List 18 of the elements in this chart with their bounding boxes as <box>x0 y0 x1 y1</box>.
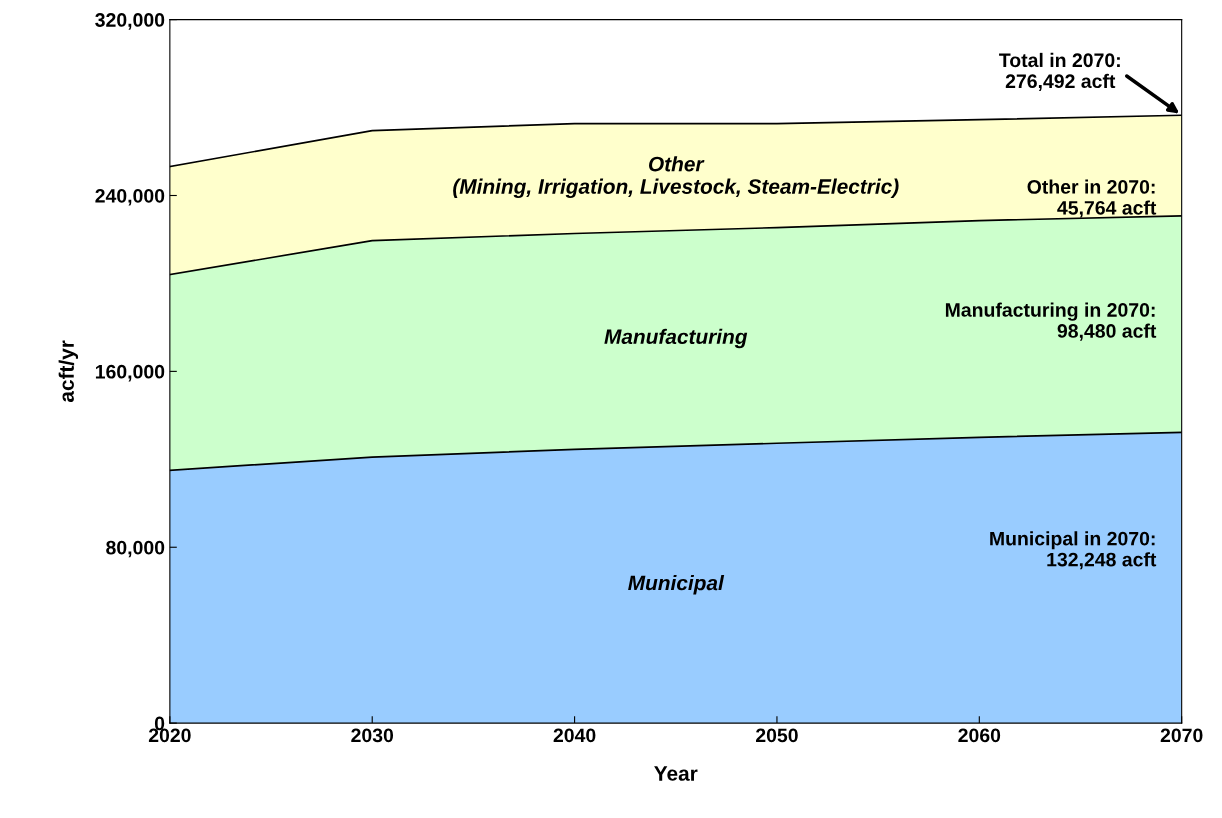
series-label: Manufacturing <box>604 328 748 349</box>
y-tick-label: 80,000 <box>106 540 165 558</box>
annotation: Municipal in 2070: 132,248 acft <box>990 531 1157 570</box>
annotation: Other in 2070: 45,764 acft <box>1027 179 1157 218</box>
x-axis-title: Year <box>654 766 698 781</box>
x-tick-label: 2070 <box>1160 728 1203 743</box>
series-label: Municipal <box>628 575 725 595</box>
annotation: Manufacturing in 2070: 98,480 acft <box>945 302 1157 341</box>
x-tick-label: 2040 <box>553 728 596 743</box>
y-tick-label: 160,000 <box>95 364 165 382</box>
series-label: Other (Mining, Irrigation, Livestock, Steam-Electric) <box>453 156 899 199</box>
y-tick-label: 240,000 <box>95 188 165 206</box>
x-tick-label: 2030 <box>351 728 394 743</box>
y-axis-title: acft/yr <box>58 340 79 403</box>
y-tick-label: 320,000 <box>95 13 165 30</box>
x-tick-label: 2060 <box>958 728 1001 743</box>
annotation: Total in 2070: 276,492 acft <box>999 52 1120 91</box>
x-tick-label: 2050 <box>756 728 798 743</box>
